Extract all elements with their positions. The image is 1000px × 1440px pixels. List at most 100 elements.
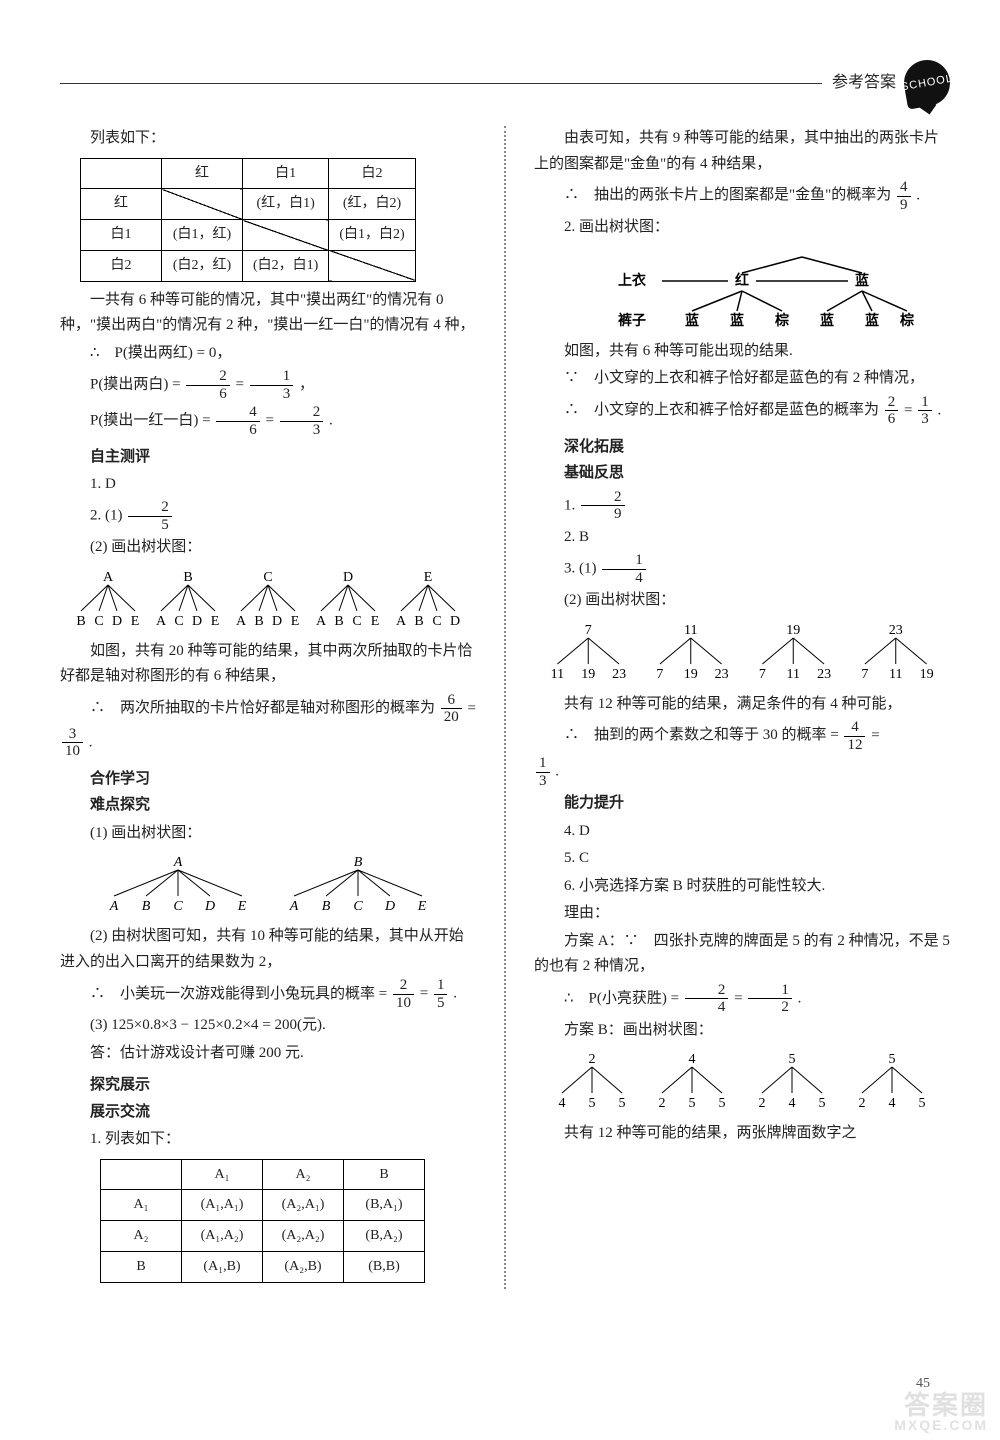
svg-text:4: 4 xyxy=(889,1096,896,1111)
page-header: 参考答案 SCHOOL xyxy=(60,60,950,106)
header-rule xyxy=(60,83,822,84)
svg-text:A: A xyxy=(156,614,167,629)
svg-text:19: 19 xyxy=(786,623,800,638)
svg-text:A: A xyxy=(103,570,114,585)
td: A₂ xyxy=(101,1221,182,1252)
svg-text:23: 23 xyxy=(817,667,831,682)
answer: 2. B xyxy=(534,525,950,551)
svg-text:棕: 棕 xyxy=(899,312,914,328)
td: (白2，红) xyxy=(162,250,243,281)
svg-text:E: E xyxy=(424,570,433,585)
td: (A₂,B) xyxy=(263,1252,344,1283)
svg-text:2: 2 xyxy=(659,1096,666,1111)
svg-text:7: 7 xyxy=(861,667,868,682)
t: . xyxy=(798,990,802,1006)
svg-text:E: E xyxy=(131,614,140,629)
svg-text:7: 7 xyxy=(585,623,592,638)
t: = xyxy=(236,377,248,393)
svg-text:11: 11 xyxy=(551,667,564,682)
answer: 5. C xyxy=(534,846,950,872)
svg-text:D: D xyxy=(450,614,460,629)
svg-text:C: C xyxy=(353,899,363,914)
td: A₁ xyxy=(101,1190,182,1221)
t: P(摸出一红一白) = xyxy=(90,413,214,429)
section-heading: 自主测评 xyxy=(60,444,476,470)
logo-text: SCHOOL xyxy=(900,69,955,97)
fraction: 26 xyxy=(885,394,899,428)
svg-text:C: C xyxy=(432,614,441,629)
td: (红，白2) xyxy=(329,189,415,220)
svg-text:B: B xyxy=(254,614,263,629)
td: (B,A₂) xyxy=(344,1221,425,1252)
svg-text:B: B xyxy=(414,614,423,629)
t: ， xyxy=(299,377,314,393)
right-column: 由表可知，共有 9 种等可能的结果，其中抽出的两张卡片上的图案都是"金鱼"的有 … xyxy=(534,126,950,1289)
svg-text:5: 5 xyxy=(819,1096,826,1111)
fraction: 49 xyxy=(897,179,911,213)
fraction: 26 xyxy=(186,368,230,402)
svg-text:19: 19 xyxy=(920,667,934,682)
fraction: 13 xyxy=(536,755,550,789)
svg-text:C: C xyxy=(263,570,272,585)
svg-text:2: 2 xyxy=(589,1052,596,1067)
svg-text:C: C xyxy=(173,899,183,914)
th xyxy=(101,1159,182,1190)
svg-text:蓝: 蓝 xyxy=(820,312,834,328)
svg-text:C: C xyxy=(174,614,183,629)
t: 3. (1) xyxy=(564,560,600,576)
text: 答：估计游戏设计者可赚 200 元. xyxy=(60,1041,476,1067)
svg-text:5: 5 xyxy=(719,1096,726,1111)
td-diag xyxy=(243,220,329,251)
t: = xyxy=(734,990,746,1006)
t: ∴ 抽到的两个素数之和等于 30 的概率 = xyxy=(534,723,839,749)
text: (2) 画出树状图： xyxy=(60,535,476,561)
text: ∴ 小美玩一次游戏能得到小兔玩具的概率 = 210 = 15 . xyxy=(60,977,476,1011)
answer: 1. 29 xyxy=(534,489,950,523)
svg-text:棕: 棕 xyxy=(774,312,789,328)
td: (白1，白2) xyxy=(329,220,415,251)
t: = xyxy=(468,700,476,716)
svg-text:D: D xyxy=(204,899,215,914)
text: ∴ 抽到的两个素数之和等于 30 的概率 = 412 = xyxy=(534,719,950,753)
t: . xyxy=(453,986,457,1002)
fraction: 620 xyxy=(441,692,462,726)
svg-text:19: 19 xyxy=(684,667,698,682)
fraction: 14 xyxy=(602,552,646,586)
t: = xyxy=(266,413,278,429)
text: (3) 125×0.8×3 − 125×0.2×4 = 200(元). xyxy=(60,1013,476,1039)
school-logo-icon: SCHOOL xyxy=(900,56,953,109)
td: (A₂,A₂) xyxy=(263,1221,344,1252)
svg-text:5: 5 xyxy=(619,1096,626,1111)
svg-text:A: A xyxy=(236,614,247,629)
svg-text:5: 5 xyxy=(889,1052,896,1067)
svg-text:5: 5 xyxy=(689,1096,696,1111)
svg-text:23: 23 xyxy=(612,667,626,682)
watermark-line: MXQE.COM xyxy=(894,1418,988,1432)
svg-text:C: C xyxy=(94,614,103,629)
t: . xyxy=(937,402,941,418)
svg-text:A: A xyxy=(316,614,327,629)
answer: 4. D xyxy=(534,819,950,845)
text: (2) 由树状图可知，共有 10 种等可能的结果，其中从开始进入的出入口离开的结… xyxy=(60,924,476,975)
svg-text:A: A xyxy=(109,899,119,914)
svg-text:23: 23 xyxy=(889,623,903,638)
td: (红，白1) xyxy=(243,189,329,220)
fraction: 310 xyxy=(62,726,83,760)
t: ∴ P(小亮获胜) = xyxy=(564,990,683,1006)
svg-text:4: 4 xyxy=(789,1096,796,1111)
svg-text:E: E xyxy=(417,899,427,914)
svg-text:5: 5 xyxy=(589,1096,596,1111)
td-diag xyxy=(162,189,243,220)
td: 红 xyxy=(81,189,162,220)
text: 2. 画出树状图： xyxy=(534,215,950,241)
t: = xyxy=(871,727,879,743)
td: (A₁,A₁) xyxy=(182,1190,263,1221)
th xyxy=(81,158,162,189)
answer: 2. (1) 25 xyxy=(60,499,476,533)
text: P(摸出一红一白) = 46 = 23 . xyxy=(60,404,476,438)
fraction: 15 xyxy=(434,977,448,1011)
svg-text:D: D xyxy=(343,570,353,585)
page: 参考答案 SCHOOL 列表如下： 红 白1 白2 红 (红，白1) (红 xyxy=(0,0,1000,1440)
th: 白2 xyxy=(329,158,415,189)
header-label: 参考答案 xyxy=(832,69,896,96)
